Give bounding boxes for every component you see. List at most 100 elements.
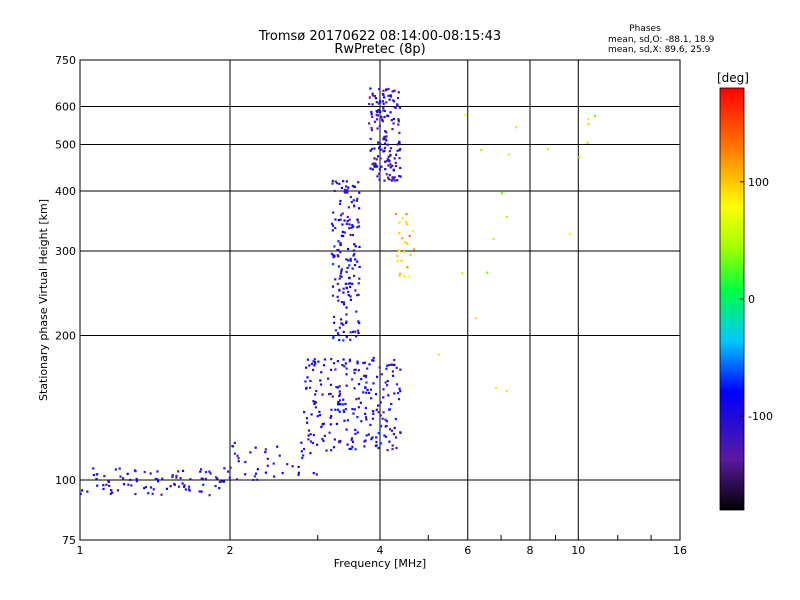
- data-point: [355, 398, 358, 401]
- data-point: [364, 406, 367, 410]
- data-points: [80, 87, 597, 497]
- data-point: [332, 335, 335, 338]
- data-point: [302, 454, 305, 457]
- data-point: [348, 360, 351, 363]
- data-point: [313, 361, 317, 364]
- data-point: [256, 468, 259, 471]
- data-point: [351, 224, 354, 227]
- data-point: [370, 438, 373, 441]
- data-point: [375, 165, 379, 168]
- data-point: [175, 476, 178, 479]
- data-point: [198, 490, 201, 493]
- data-point: [357, 225, 361, 228]
- data-point: [474, 317, 478, 320]
- data-point: [378, 172, 381, 175]
- data-point: [359, 401, 362, 404]
- data-point: [357, 293, 360, 296]
- data-point: [351, 282, 354, 286]
- data-point: [387, 87, 390, 91]
- data-point: [331, 229, 334, 232]
- data-point: [264, 471, 268, 474]
- data-point: [387, 394, 390, 397]
- data-point: [356, 197, 359, 200]
- data-point: [309, 452, 312, 455]
- data-point: [244, 473, 247, 476]
- data-point: [381, 417, 384, 420]
- data-point: [337, 400, 340, 404]
- data-point: [354, 368, 357, 371]
- data-point: [387, 94, 390, 97]
- data-point: [383, 96, 386, 99]
- data-point: [374, 393, 378, 396]
- data-point: [348, 227, 351, 230]
- data-point: [345, 286, 348, 289]
- data-point: [461, 272, 464, 275]
- data-point: [385, 160, 388, 163]
- data-point: [308, 386, 312, 389]
- data-point: [318, 414, 322, 417]
- data-point: [348, 223, 351, 226]
- data-point: [337, 299, 340, 302]
- data-point: [310, 362, 314, 365]
- data-point: [371, 103, 374, 106]
- data-point: [382, 388, 385, 391]
- data-point: [300, 450, 303, 453]
- data-point: [392, 117, 395, 121]
- data-point: [344, 362, 347, 365]
- data-point: [187, 488, 191, 491]
- data-point: [349, 285, 352, 289]
- data-point: [108, 484, 111, 487]
- data-point: [107, 480, 111, 484]
- data-point: [350, 226, 353, 229]
- data-point: [411, 229, 414, 233]
- data-point: [286, 463, 289, 466]
- data-point: [330, 449, 333, 452]
- data-point: [348, 264, 351, 267]
- data-point: [329, 368, 333, 371]
- data-point: [364, 439, 367, 442]
- data-point: [394, 161, 397, 164]
- data-point: [381, 118, 384, 121]
- data-point: [351, 184, 354, 188]
- data-point: [121, 477, 125, 480]
- data-point: [386, 143, 389, 146]
- data-point: [391, 176, 394, 179]
- data-point: [278, 454, 281, 457]
- data-point: [344, 402, 347, 405]
- data-point: [384, 168, 387, 171]
- data-point: [389, 154, 392, 157]
- y-tick-label: 400: [55, 185, 76, 198]
- data-point: [379, 101, 382, 104]
- data-point: [357, 369, 360, 372]
- data-point: [345, 428, 348, 431]
- data-point: [334, 368, 337, 371]
- data-point: [317, 360, 320, 363]
- data-point: [312, 400, 315, 403]
- data-point: [342, 339, 345, 342]
- data-point: [330, 222, 334, 225]
- x-tick-label: 4: [377, 544, 384, 557]
- data-point: [336, 295, 339, 298]
- data-point: [396, 149, 399, 152]
- data-point: [388, 173, 391, 177]
- data-point: [143, 470, 146, 474]
- data-point: [389, 111, 392, 114]
- data-point: [119, 475, 122, 478]
- data-point: [202, 483, 205, 486]
- data-point: [505, 215, 508, 219]
- data-point: [379, 401, 382, 404]
- data-point: [339, 393, 342, 396]
- data-point: [130, 484, 133, 487]
- data-point: [352, 225, 355, 228]
- data-point: [385, 89, 388, 92]
- data-point: [325, 449, 328, 452]
- data-point: [395, 366, 398, 369]
- chart-title-line2: RwPretec (8p): [334, 42, 425, 57]
- data-point: [338, 385, 341, 388]
- data-point: [397, 123, 400, 126]
- y-tick-label: 75: [62, 534, 76, 547]
- data-point: [382, 106, 385, 110]
- y-tick-label: 600: [55, 101, 76, 114]
- data-point: [374, 97, 378, 100]
- data-point: [357, 181, 360, 184]
